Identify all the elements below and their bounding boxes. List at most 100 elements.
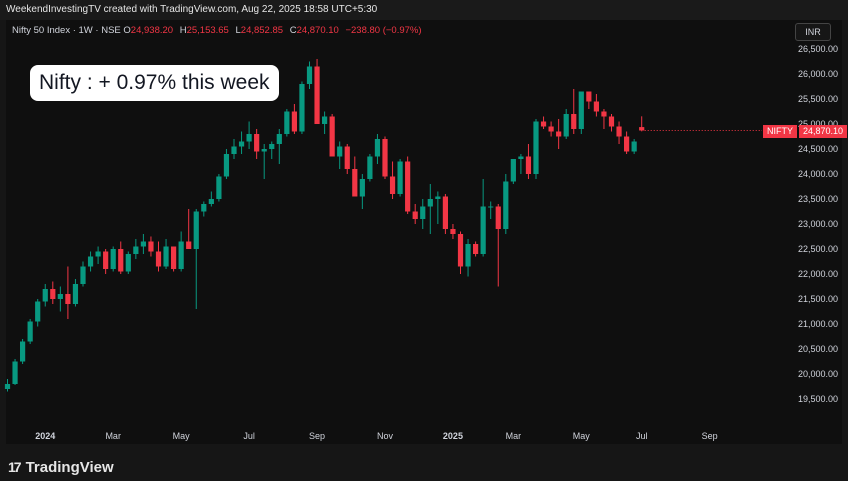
x-tick-label: Sep [309,431,325,441]
candle-body [20,341,26,362]
candle-body [495,206,501,229]
candlestick-chart[interactable]: 19,500.00 20,000.00 20,500.00 21,000.00 21,5… [0,0,848,452]
candle-body [133,246,139,254]
candle-body [608,116,615,127]
candle-body [450,229,456,234]
candle-body [337,146,343,157]
candle-body [329,116,335,157]
candle-body [427,199,433,207]
candle-body [178,241,184,269]
candle-body [201,204,207,212]
annotation-callout: Nifty : + 0.97% this week [30,65,279,101]
tradingview-logo[interactable]: 17 TradingView [8,459,114,476]
candle-body [344,146,350,169]
y-tick-label: 25,500.00 [798,94,838,104]
candle-body [223,154,230,177]
candle-body [314,66,320,124]
candle-body [27,321,33,342]
y-tick-label: 26,500.00 [798,44,838,54]
candle-body [322,116,328,124]
candle-body [87,256,94,267]
candle-body [238,141,245,147]
change-value: −238.80 (−0.97%) [345,25,422,36]
y-tick-label: 22,000.00 [798,269,838,279]
candle-body [473,244,479,254]
candle-body [533,121,539,174]
candle-body [420,206,426,219]
candle-body [397,161,403,194]
candle-body [193,211,199,249]
candle-body [246,134,252,142]
candle-body [510,159,516,182]
candle-body [125,254,131,272]
candle-body [186,241,192,249]
candle-body [556,131,562,137]
candle-body [586,91,592,102]
x-axis-ticks: 2024 Mar May Jul Sep Nov 2025 Mar May Jul Sep [35,431,717,441]
x-tick-label: Sep [702,431,718,441]
candle-body [155,251,162,267]
high-label: H [179,25,187,36]
y-tick-label: 21,500.00 [798,294,838,304]
x-tick-label: 2025 [443,431,463,441]
close-value: 24,870.10 [296,25,339,36]
candle-body [306,66,313,84]
high-value: 25,153.65 [186,25,229,36]
candle-body [457,234,464,267]
open-label: O [123,25,131,36]
tradingview-logo-icon: 17 [8,459,22,475]
candle-body [291,111,297,132]
candle-body [65,294,71,304]
price-tag-symbol: NIFTY [763,125,797,138]
candle-body [540,121,547,127]
candle-body [216,176,222,199]
footer-bar [0,452,848,481]
candle-body [639,127,645,131]
candle-body [261,149,267,152]
y-tick-label: 26,000.00 [798,69,838,79]
candle-body [352,169,358,197]
candle-body [488,206,494,208]
candle-body [231,146,237,154]
x-tick-label: 2024 [35,431,55,441]
y-tick-label: 23,000.00 [798,219,838,229]
y-axis-ticks: 19,500.00 20,000.00 20,500.00 21,000.00 21,5… [798,44,838,404]
candle-body [148,241,154,252]
open-value: 24,938.20 [130,25,174,36]
candle-body [276,134,282,144]
candle-body [140,241,146,247]
y-tick-label: 25,000.00 [798,119,838,129]
candle-body [631,141,637,152]
top-bar: WeekendInvestingTV created with TradingV… [0,0,848,20]
price-tag-value: 24,870.10 [799,125,848,138]
low-value: 24,852.85 [240,25,284,36]
candle-body [548,126,554,132]
credit-text: WeekendInvestingTV created with TradingV… [6,4,378,15]
candle-body [503,181,509,229]
candle-body [42,289,48,302]
candle-body [12,361,18,384]
candle-body [35,301,41,322]
currency-button[interactable]: INR [795,23,831,41]
tradingview-logo-text: TradingView [25,459,114,476]
y-tick-label: 22,500.00 [798,244,838,254]
x-tick-label: May [573,431,591,441]
candle-body [412,211,418,219]
candle-body [110,249,116,269]
close-label: C [289,25,297,36]
candle-body [624,136,630,152]
candle-body [254,134,260,152]
x-tick-label: Mar [105,431,121,441]
x-tick-label: Nov [377,431,394,441]
candle-body [593,101,599,112]
candle-body [374,139,381,157]
candle-body [435,196,441,199]
x-tick-label: May [173,431,191,441]
y-tick-label: 23,500.00 [798,194,838,204]
candle-body [95,251,101,257]
candle-body [50,289,56,299]
candle-body [578,91,584,129]
candle-body [359,179,365,197]
low-label: L [235,25,241,36]
